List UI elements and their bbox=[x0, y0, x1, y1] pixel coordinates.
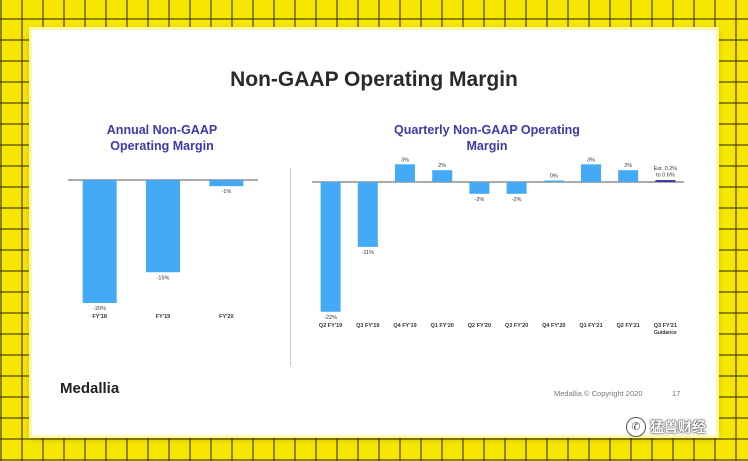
slide: Non-GAAP Operating Margin Annual Non-GAA… bbox=[32, 30, 716, 435]
bar-q3fy19 bbox=[357, 182, 378, 247]
data-label: -1% bbox=[221, 189, 231, 195]
bar-q3fy21 bbox=[655, 180, 676, 182]
data-label: -15% bbox=[157, 275, 170, 281]
bar-fy18 bbox=[82, 180, 117, 303]
data-label: 2% bbox=[624, 163, 632, 169]
category-label: Q3 FY'21 bbox=[654, 323, 677, 329]
category-label: Q3 FY'20 bbox=[505, 323, 528, 329]
category-label: FY'19 bbox=[156, 314, 170, 320]
annual-title-line-1: Annual Non-GAAP bbox=[106, 123, 218, 137]
watermark-text: 猛兽财经 bbox=[650, 419, 706, 435]
watermark: ✆ 猛兽财经 bbox=[626, 414, 738, 440]
category-label: Q1 FY'21 bbox=[579, 323, 602, 329]
data-label: 3% bbox=[587, 157, 595, 163]
page-title: Non-GAAP Operating Margin bbox=[230, 68, 518, 91]
category-label: Q3 FY'19 bbox=[356, 323, 379, 329]
annual-chart-title: Annual Non-GAAP Operating Margin bbox=[82, 122, 242, 154]
category-label: Q2 FY'20 bbox=[468, 323, 491, 329]
data-label: -2% bbox=[475, 197, 485, 203]
page-number: 17 bbox=[672, 389, 681, 398]
category-label: FY'20 bbox=[219, 314, 233, 320]
bar-q1fy20 bbox=[432, 170, 453, 182]
copyright-footer: Medallia © Copyright 2020 bbox=[554, 389, 643, 398]
bar-q1fy21 bbox=[581, 164, 601, 182]
quarterly-title-line-2: Margin bbox=[466, 139, 508, 153]
category-label: Q4 FY'19 bbox=[393, 323, 416, 329]
data-label: 3% bbox=[401, 157, 409, 163]
data-label: -11% bbox=[362, 250, 375, 256]
quarterly-bar-chart: -22% Q2 FY'19 -11% Q3 FY'19 3% Q4 FY'19 2% Q1 F… bbox=[312, 157, 684, 336]
annual-bar-chart: -20% FY'18 -15% FY'19 -1% FY'20 bbox=[68, 179, 258, 320]
bar-q4fy19 bbox=[395, 164, 415, 182]
category-label: Q2 FY'19 bbox=[319, 323, 342, 329]
category-label: Q1 FY'20 bbox=[431, 323, 454, 329]
quarterly-chart-title: Quarterly Non-GAAP Operating Margin bbox=[362, 122, 612, 154]
category-label: FY'18 bbox=[92, 314, 106, 320]
data-label: -22% bbox=[324, 315, 337, 321]
bar-fy19 bbox=[146, 180, 180, 273]
bar-q2fy21 bbox=[618, 170, 639, 182]
category-label: Q2 FY'21 bbox=[617, 323, 640, 329]
bar-q4fy20 bbox=[543, 180, 564, 182]
data-label: to 0.6% bbox=[656, 173, 675, 179]
data-label: 0% bbox=[550, 174, 558, 180]
bar-q2fy19 bbox=[320, 182, 341, 312]
medallia-logo: Medallia bbox=[60, 380, 120, 397]
bar-fy20 bbox=[209, 180, 244, 187]
bar-q3fy20 bbox=[506, 182, 527, 194]
quarterly-title-line-1: Quarterly Non-GAAP Operating bbox=[394, 123, 580, 137]
wechat-icon: ✆ bbox=[626, 417, 646, 437]
data-label: 2% bbox=[438, 163, 446, 169]
chart-divider bbox=[290, 168, 291, 366]
data-label: -2% bbox=[512, 197, 522, 203]
annual-title-line-2: Operating Margin bbox=[110, 139, 214, 153]
data-label: Est. 0.2% bbox=[654, 166, 678, 172]
category-label: Q4 FY'20 bbox=[542, 323, 565, 329]
data-label: -20% bbox=[93, 306, 106, 312]
category-sublabel: Guidance bbox=[654, 330, 677, 336]
bar-q2fy20 bbox=[469, 182, 490, 194]
